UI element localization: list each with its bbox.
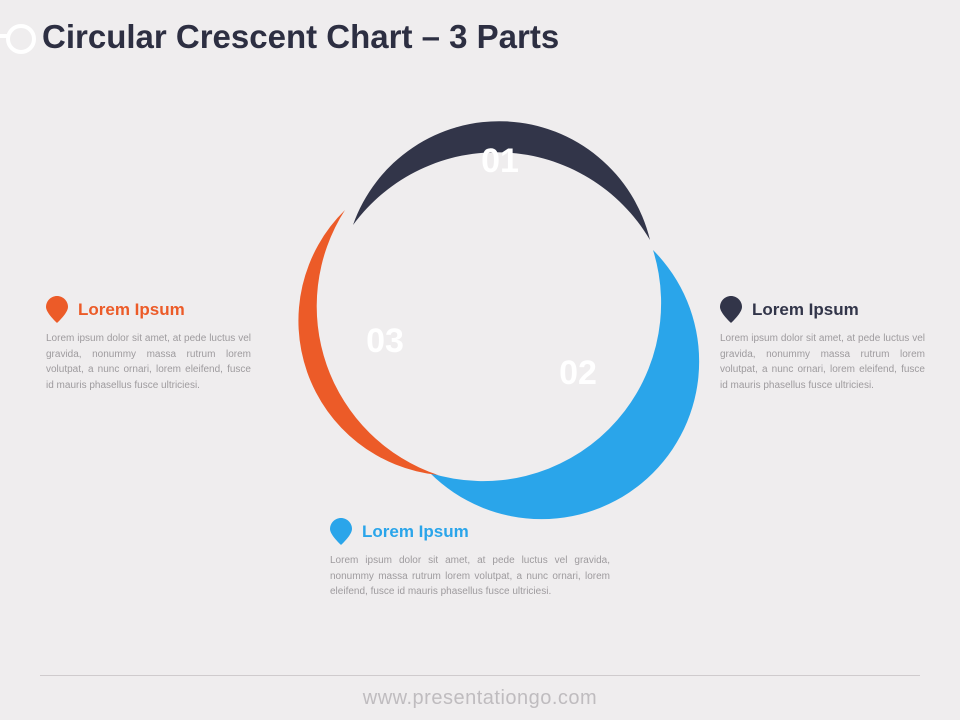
segment-label-03: 03 xyxy=(366,322,404,360)
circle-bullet-icon xyxy=(0,20,28,54)
callout-header: Lorem Ipsum xyxy=(720,296,925,323)
pin-icon xyxy=(720,296,742,323)
callout-bottom: Lorem Ipsum Lorem ipsum dolor sit amet, … xyxy=(330,518,630,600)
pin-icon xyxy=(330,518,352,545)
callout-header: Lorem Ipsum xyxy=(46,296,251,323)
footer-divider xyxy=(40,675,920,676)
crescent-segment-01 xyxy=(353,121,650,240)
footer-link[interactable]: www.presentationgo.com xyxy=(0,687,960,710)
page-title: Circular Crescent Chart – 3 Parts xyxy=(42,18,559,56)
pin-icon xyxy=(46,296,68,323)
slide: Circular Crescent Chart – 3 Parts 01 02 … xyxy=(0,0,960,720)
segment-label-02: 02 xyxy=(559,354,597,392)
title-row: Circular Crescent Chart – 3 Parts xyxy=(0,18,559,56)
callout-right: Lorem Ipsum Lorem ipsum dolor sit amet, … xyxy=(720,296,925,393)
callout-left: Lorem Ipsum Lorem ipsum dolor sit amet, … xyxy=(46,296,251,393)
crescent-chart: 01 02 03 xyxy=(290,95,670,475)
callout-title: Lorem Ipsum xyxy=(362,522,469,542)
callout-title: Lorem Ipsum xyxy=(78,300,185,320)
segment-label-01: 01 xyxy=(481,142,519,180)
callout-body: Lorem ipsum dolor sit amet, at pede luct… xyxy=(330,553,610,600)
callout-body: Lorem ipsum dolor sit amet, at pede luct… xyxy=(720,331,925,393)
callout-title: Lorem Ipsum xyxy=(752,300,859,320)
callout-body: Lorem ipsum dolor sit amet, at pede luct… xyxy=(46,331,251,393)
callout-header: Lorem Ipsum xyxy=(330,518,630,545)
